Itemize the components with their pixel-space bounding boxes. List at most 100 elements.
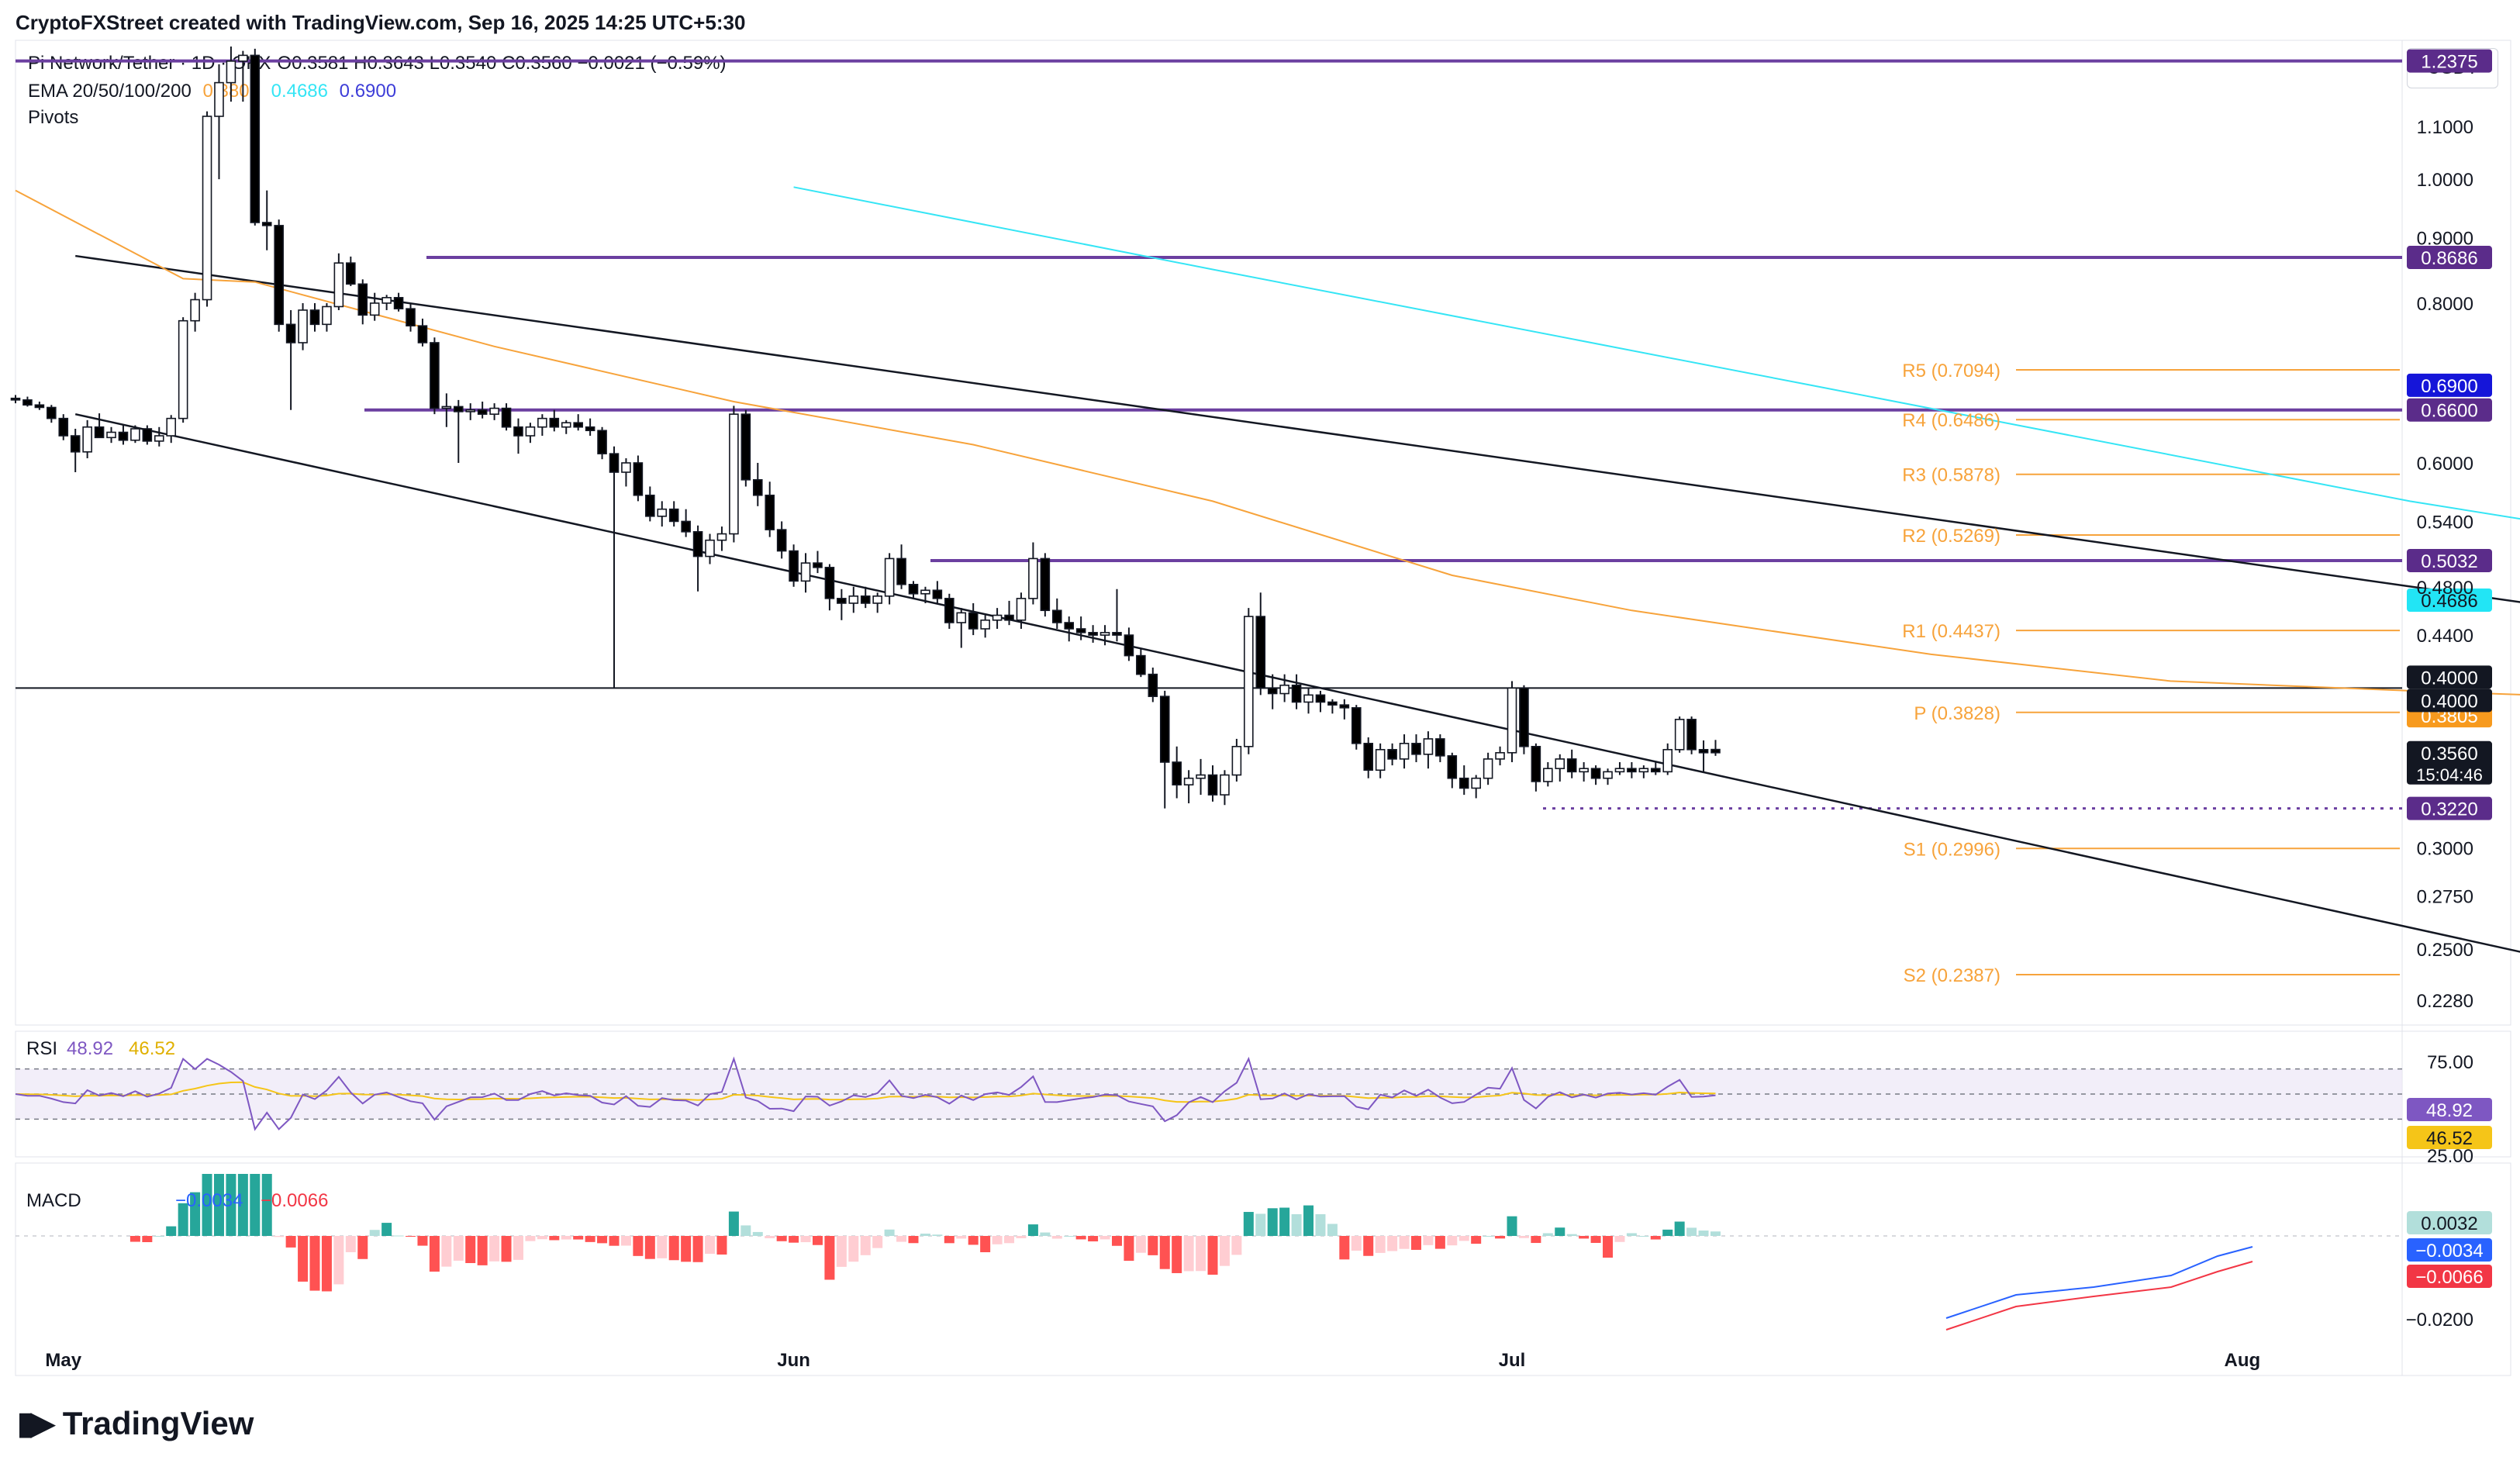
macd-hist-bar <box>321 1236 332 1292</box>
price-tag <box>2407 49 2492 73</box>
macd-hist-bar <box>1172 1236 1182 1273</box>
candle-body <box>166 417 177 437</box>
macd-hist-bar <box>1434 1236 1445 1249</box>
candle-body <box>1040 557 1051 612</box>
macd-hist-bar <box>178 1203 188 1236</box>
macd-hist-bar <box>1004 1236 1015 1244</box>
candle-body <box>657 508 668 517</box>
macd-hist-bar <box>1686 1227 1697 1236</box>
candle-body <box>393 297 404 309</box>
macd-hist-bar <box>381 1223 392 1236</box>
macd-hist-bar <box>896 1236 907 1242</box>
price-tag-label: 0.6600 <box>2421 401 2477 422</box>
macd-hist-bar <box>1064 1236 1075 1237</box>
macd-hist-bar <box>417 1236 428 1246</box>
candle-body <box>1279 684 1289 695</box>
candle-body <box>226 60 236 84</box>
candle-body <box>142 428 153 442</box>
macd-hist-bar <box>609 1236 620 1246</box>
candle-body <box>238 54 248 62</box>
candle-body <box>47 406 57 419</box>
candle-body <box>477 409 488 415</box>
macd-hist-bar <box>489 1236 500 1262</box>
rsi-line <box>15 1056 1716 1131</box>
macd-hist-bar <box>1579 1236 1590 1239</box>
candle-body <box>10 397 21 401</box>
candle-body <box>1471 777 1481 789</box>
candle-body <box>1399 743 1410 760</box>
price-tag <box>2407 373 2492 397</box>
candle-body <box>633 462 644 496</box>
macd-hist-bar <box>633 1236 644 1256</box>
macd-pane: MACD −0.0034 −0.0066 −0.0200 0.0032 −0.0034 −0… <box>16 1174 2492 1331</box>
pivots-label[interactable]: Pivots <box>28 107 79 128</box>
candle-body <box>178 319 188 419</box>
tradingview-logo[interactable]: ▮▶ TradingView <box>17 1405 254 1442</box>
macd-hist-bar <box>1040 1232 1051 1236</box>
price-tag <box>2407 740 2492 785</box>
pivot-label: R4 (0.6486) <box>1902 410 2000 431</box>
candle-body <box>956 612 967 623</box>
macd-hist-bar <box>1363 1236 1374 1256</box>
macd-hist-bar <box>309 1236 320 1291</box>
macd-hist-bar <box>1159 1236 1170 1269</box>
candle-body <box>1566 758 1577 773</box>
countdown-label: 15:04:46 <box>2416 765 2483 785</box>
candle-body <box>537 417 547 428</box>
candle-body <box>1112 632 1122 636</box>
macd-hist-bar <box>357 1236 368 1259</box>
macd-hist-bar <box>1603 1236 1614 1258</box>
macd-pane-border <box>15 1162 2511 1376</box>
ema-label[interactable]: EMA 20/50/100/200 <box>28 81 192 102</box>
candle-body <box>729 413 739 535</box>
price-tag <box>2407 398 2492 422</box>
macd-hist-bar <box>1399 1236 1410 1249</box>
macd-hist-bar <box>860 1236 871 1255</box>
macd-hist-bar <box>705 1236 716 1255</box>
candle-body <box>752 478 763 496</box>
macd-hist-bar <box>1148 1236 1158 1255</box>
pivot-label: S1 (0.2996) <box>1904 839 2000 860</box>
macd-hist-bar <box>549 1236 560 1241</box>
candle-body <box>1124 634 1134 657</box>
candle-body <box>322 305 332 326</box>
candle-body <box>1458 777 1469 789</box>
candle-body <box>1339 704 1350 709</box>
candle-body <box>789 550 799 582</box>
candle-body <box>884 557 895 597</box>
candle-body <box>561 422 571 428</box>
macd-hist-bar <box>477 1236 488 1265</box>
macd-hist-bar <box>513 1236 523 1260</box>
candle-body <box>1183 777 1194 785</box>
candle-body <box>1507 687 1517 754</box>
macd-hist-bar <box>537 1236 547 1240</box>
macd-hist-bar <box>453 1236 464 1261</box>
rsi-tick-label: 25.00 <box>2427 1146 2473 1167</box>
price-tag <box>2407 246 2492 270</box>
candle-body <box>1303 694 1314 703</box>
macd-hist-bar <box>1267 1208 1278 1236</box>
macd-hist-bar <box>226 1174 236 1236</box>
macd-hist-bar <box>1183 1236 1194 1272</box>
macd-hist-bar <box>668 1236 679 1261</box>
macd-hist-bar <box>716 1236 727 1255</box>
candle-body <box>992 614 1003 621</box>
macd-hist-bar <box>1566 1234 1577 1236</box>
candle-body <box>692 531 703 557</box>
macd-hist-bar <box>1135 1236 1146 1253</box>
price-tag <box>2407 796 2492 820</box>
pivot-label: P (0.3828) <box>1914 703 2000 724</box>
legend-pivots-row: Pivots <box>28 107 85 129</box>
candle-body <box>1075 628 1086 633</box>
macd-hist-bar <box>166 1226 177 1236</box>
macd-hist-bar <box>1447 1236 1458 1246</box>
macd-hist-bar <box>1303 1205 1314 1236</box>
macd-hist-bar <box>1387 1236 1398 1251</box>
candle-body <box>1579 768 1589 773</box>
candle-body <box>489 407 499 415</box>
candle-body <box>1255 616 1266 689</box>
macd-hist-bar <box>298 1236 309 1282</box>
candle-body <box>776 529 787 552</box>
axis-layer: 1.1000 1.0000 0.9000 0.8000 0.6000 0.5400 0.48… <box>45 117 2473 1371</box>
